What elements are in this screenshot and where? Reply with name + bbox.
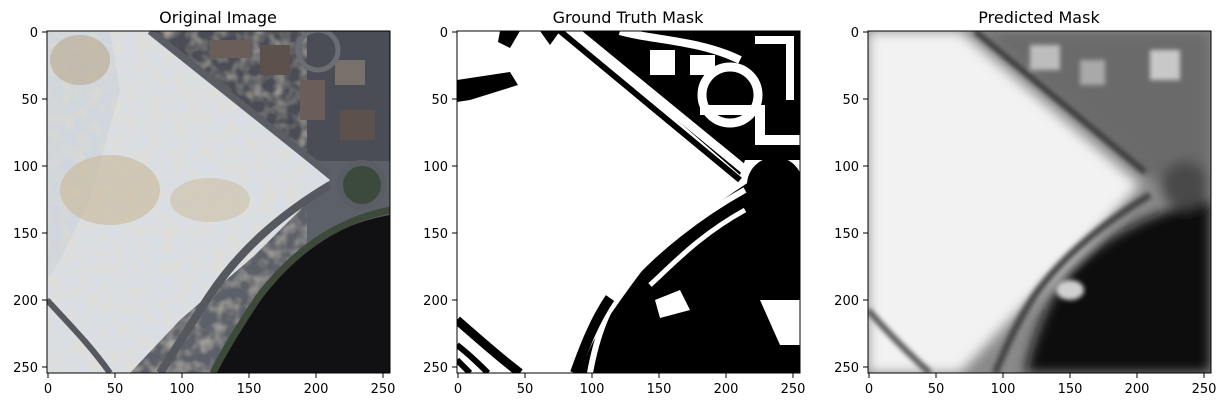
y-axis: 0 50 100 150 200 250 — [13, 26, 47, 376]
ground-truth-image — [457, 31, 800, 373]
y-tick-label: 200 — [13, 294, 38, 309]
x-tick-label: 0 — [865, 382, 873, 397]
x-tick-label: 250 — [1192, 382, 1217, 397]
y-tick-label: 250 — [834, 361, 859, 376]
y-tick-label: 200 — [423, 294, 448, 309]
panel-title: Original Image — [159, 8, 277, 27]
y-tick-label: 150 — [13, 227, 38, 242]
y-tick-label: 50 — [21, 93, 38, 108]
x-tick-label: 100 — [580, 382, 605, 397]
panel-predicted-mask: Predicted Mask — [834, 8, 1216, 397]
y-tick-label: 100 — [423, 160, 448, 175]
axes-frame — [46, 30, 391, 374]
satellite-image — [47, 31, 390, 373]
y-tick-label: 50 — [431, 93, 448, 108]
x-tick-label: 150 — [647, 382, 672, 397]
x-tick-label: 250 — [371, 382, 396, 397]
x-tick-label: 200 — [714, 382, 739, 397]
y-tick-label: 150 — [834, 227, 859, 242]
x-axis: 0 50 100 150 200 250 — [44, 373, 396, 397]
y-tick-label: 100 — [13, 160, 38, 175]
x-axis: 0 50 100 150 200 250 — [865, 373, 1217, 397]
x-tick-label: 50 — [928, 382, 945, 397]
axes-frame — [456, 30, 801, 374]
y-tick-label: 50 — [842, 93, 859, 108]
y-tick-label: 100 — [834, 160, 859, 175]
x-tick-label: 150 — [237, 382, 262, 397]
x-tick-label: 0 — [454, 382, 462, 397]
x-tick-label: 0 — [44, 382, 52, 397]
y-axis: 0 50 100 150 200 250 — [423, 26, 457, 376]
y-tick-label: 0 — [851, 26, 859, 41]
x-tick-label: 50 — [107, 382, 124, 397]
x-tick-label: 200 — [1125, 382, 1150, 397]
y-tick-label: 250 — [423, 361, 448, 376]
x-tick-label: 100 — [170, 382, 195, 397]
x-tick-label: 100 — [991, 382, 1016, 397]
x-tick-label: 50 — [517, 382, 534, 397]
y-tick-label: 0 — [440, 26, 448, 41]
x-axis: 0 50 100 150 200 250 — [454, 373, 806, 397]
y-tick-label: 250 — [13, 361, 38, 376]
y-axis: 0 50 100 150 200 250 — [834, 26, 868, 376]
y-tick-label: 0 — [30, 26, 38, 41]
y-tick-label: 150 — [423, 227, 448, 242]
x-tick-label: 250 — [781, 382, 806, 397]
x-tick-label: 200 — [304, 382, 329, 397]
predicted-mask-image — [868, 31, 1211, 373]
panel-title: Ground Truth Mask — [553, 8, 705, 27]
panel-ground-truth-mask: Ground Truth Mask — [423, 8, 805, 397]
panel-title: Predicted Mask — [978, 8, 1100, 27]
y-tick-label: 200 — [834, 294, 859, 309]
axes-frame — [867, 30, 1212, 374]
panel-original-image: Original Image — [13, 8, 395, 397]
x-tick-label: 150 — [1058, 382, 1083, 397]
